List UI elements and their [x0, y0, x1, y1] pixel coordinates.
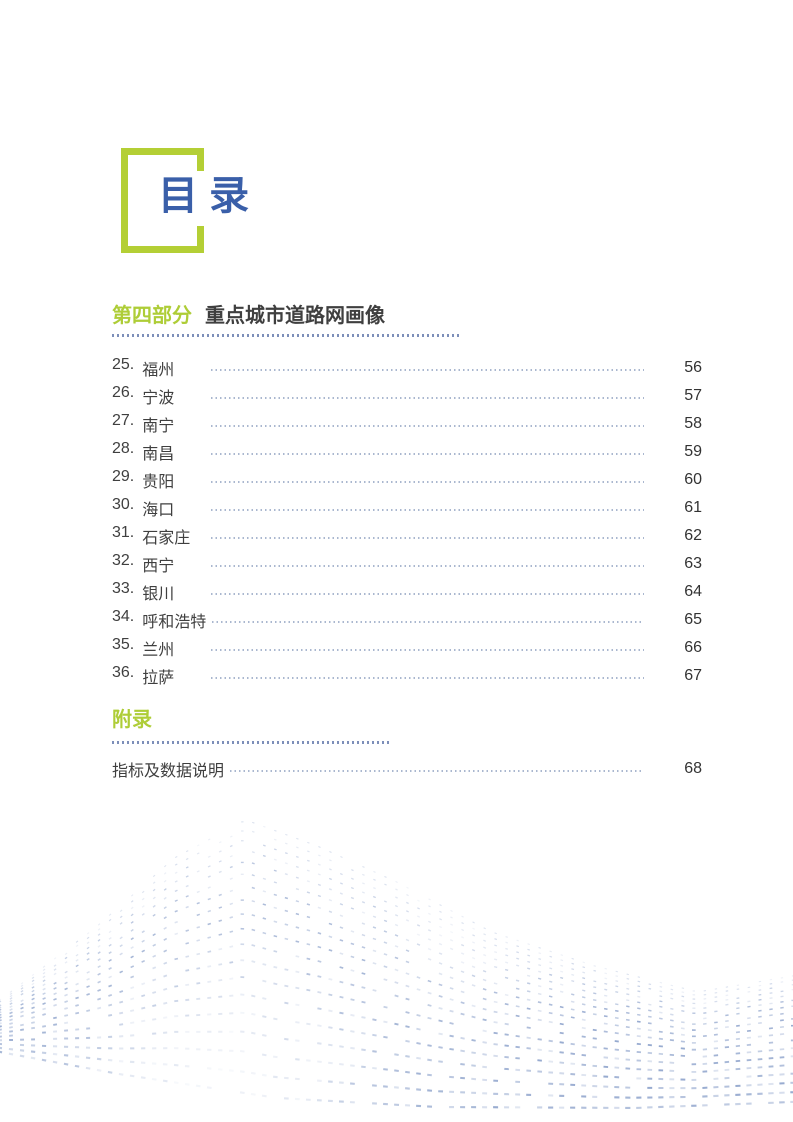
toc-entry-number: 26. [112, 384, 135, 401]
toc-entry[interactable]: 31. 石家庄 62 [112, 522, 702, 550]
dotted-leader [211, 425, 644, 427]
toc-entry-label: 26. 宁波 [112, 384, 205, 408]
dotted-leader [211, 649, 644, 651]
dotted-leader [211, 509, 644, 511]
appendix-entry-page: 68 [684, 760, 702, 777]
toc-entry[interactable]: 26. 宁波 57 [112, 382, 702, 410]
toc-entry-number: 30. [112, 496, 135, 513]
toc-entry[interactable]: 35. 兰州 66 [112, 634, 702, 662]
toc-entry[interactable]: 34. 呼和浩特 65 [112, 606, 702, 634]
appendix-dotted-rule [112, 741, 389, 744]
toc-entry-title: 南宁 [142, 418, 175, 435]
toc-entry-label: 31. 石家庄 [112, 524, 205, 548]
toc-entry[interactable]: 29. 贵阳 60 [112, 466, 702, 494]
appendix-list: 指标及数据说明 68 [112, 755, 702, 783]
toc-entry-page: 62 [684, 527, 702, 544]
toc-entry-title: 西宁 [142, 558, 175, 575]
toc-entry[interactable]: 36. 拉萨 67 [112, 662, 702, 690]
dotted-leader [211, 453, 644, 455]
toc-entry-label: 27. 南宁 [112, 412, 205, 436]
toc-entry-title: 呼和浩特 [142, 614, 207, 631]
toc-entry-title: 南昌 [142, 446, 175, 463]
dotted-leader [211, 369, 644, 371]
toc-entry-number: 27. [112, 412, 135, 429]
toc-entry[interactable]: 32. 西宁 63 [112, 550, 702, 578]
toc-entry-title: 福州 [142, 362, 175, 379]
section-dotted-rule [112, 334, 460, 337]
toc-entry-page: 57 [684, 387, 702, 404]
toc-entry-title: 海口 [142, 502, 175, 519]
appendix-header: 附录 [112, 709, 152, 731]
toc-list: 25. 福州 56 26. 宁波 57 [112, 354, 702, 690]
dotted-leader [211, 481, 644, 483]
page-title: 目 录 [152, 171, 260, 226]
toc-entry-number: 34. [112, 608, 135, 625]
toc-entry-number: 31. [112, 524, 135, 541]
toc-entry-number: 36. [112, 664, 135, 681]
toc-entry-title: 银川 [142, 586, 175, 603]
section-header: 第四部分 重点城市道路网画像 [112, 299, 385, 328]
dotted-leader [211, 677, 644, 679]
toc-entry-page: 64 [684, 583, 702, 600]
toc-entry-label: 29. 贵阳 [112, 468, 205, 492]
dotted-leader [211, 537, 644, 539]
toc-entry-page: 65 [684, 611, 702, 628]
toc-entry-number: 33. [112, 580, 135, 597]
toc-entry[interactable]: 27. 南宁 58 [112, 410, 702, 438]
toc-entry-title: 贵阳 [142, 474, 175, 491]
toc-entry-page: 58 [684, 415, 702, 432]
toc-entry[interactable]: 33. 银川 64 [112, 578, 702, 606]
toc-entry-number: 28. [112, 440, 135, 457]
toc-entry-label: 25. 福州 [112, 356, 205, 380]
toc-entry-label: 28. 南昌 [112, 440, 205, 464]
toc-entry-number: 35. [112, 636, 135, 653]
toc-entry-label: 36. 拉萨 [112, 664, 205, 688]
dotted-leader [230, 770, 644, 772]
dotted-leader [211, 593, 644, 595]
toc-entry-page: 59 [684, 443, 702, 460]
dotted-leader [211, 565, 644, 567]
toc-entry-title: 石家庄 [142, 530, 191, 547]
appendix-entry-label: 指标及数据说明 [112, 757, 224, 781]
toc-entry-number: 25. [112, 356, 135, 373]
toc-entry-title: 拉萨 [142, 670, 175, 687]
toc-entry-page: 56 [684, 359, 702, 376]
toc-entry-number: 32. [112, 552, 135, 569]
dotted-leader [212, 621, 644, 623]
toc-entry-label: 35. 兰州 [112, 636, 205, 660]
toc-entry[interactable]: 28. 南昌 59 [112, 438, 702, 466]
toc-entry-page: 61 [684, 499, 702, 516]
section-label: 第四部分 [112, 305, 192, 327]
toc-entry-page: 66 [684, 639, 702, 656]
toc-entry-label: 33. 银川 [112, 580, 205, 604]
appendix-entry-title: 指标及数据说明 [112, 763, 225, 780]
toc-entry-label: 32. 西宁 [112, 552, 205, 576]
toc-entry-label: 34. 呼和浩特 [112, 608, 206, 632]
toc-entry[interactable]: 30. 海口 61 [112, 494, 702, 522]
toc-entry-page: 67 [684, 667, 702, 684]
toc-entry[interactable]: 25. 福州 56 [112, 354, 702, 382]
toc-entry-page: 63 [684, 555, 702, 572]
dotted-leader [211, 397, 644, 399]
toc-entry-page: 60 [684, 471, 702, 488]
appendix-entry[interactable]: 指标及数据说明 68 [112, 755, 702, 783]
toc-entry-title: 兰州 [142, 642, 175, 659]
section-title: 重点城市道路网画像 [205, 305, 385, 327]
toc-entry-number: 29. [112, 468, 135, 485]
toc-entry-label: 30. 海口 [112, 496, 205, 520]
toc-entry-title: 宁波 [142, 390, 175, 407]
